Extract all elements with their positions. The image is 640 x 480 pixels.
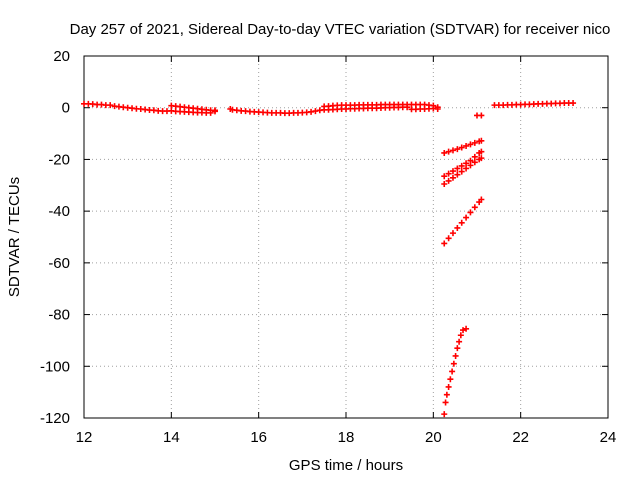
data-point [478,137,485,144]
data-point [460,327,467,334]
data-point [463,160,470,167]
data-point [454,171,461,178]
grid-lines [84,56,608,418]
y-tick-label: -120 [40,410,70,427]
data-point [441,173,448,180]
data-point [454,345,461,352]
x-tick-labels: 12 14 16 18 20 22 24 [76,429,617,446]
data-point [456,338,463,345]
data-point [478,112,485,119]
data-point [445,177,452,184]
data-point [447,376,454,383]
chart-title: Day 257 of 2021, Sidereal Day-to-day VTE… [70,21,611,38]
y-tick-label: 0 [62,100,70,117]
y-tick-label: 20 [53,48,70,65]
data-series [441,148,485,180]
data-point [463,165,470,172]
data-point [458,162,465,169]
data-point [449,168,456,175]
data-point [463,325,470,332]
data-point [458,219,465,226]
y-tick-label: -20 [48,151,70,168]
data-point [458,144,465,151]
data-point [454,146,461,153]
data-point [478,155,485,162]
y-tick-labels: 20 0 -20 -40 -60 -80 -100 -120 [40,48,70,427]
data-series [441,137,485,156]
data-point [442,399,449,406]
y-tick-label: -80 [48,307,70,324]
data-point [445,170,452,177]
data-point [471,159,478,166]
data-point [450,360,457,367]
data-point [471,204,478,211]
data-point [441,149,448,156]
y-tick-label: -100 [40,358,70,375]
data-point [467,162,474,169]
plot-frame [83,55,609,419]
data-point [443,391,450,398]
x-tick-label: 14 [163,429,180,446]
data-series [441,196,485,247]
data-point [478,148,485,155]
data-point [212,107,218,114]
data-point [452,352,459,359]
data-point [467,141,474,148]
data-point [449,368,456,375]
x-tick-label: 18 [338,429,355,446]
data-point [471,153,478,160]
data-point [458,168,465,175]
data-point [449,230,456,237]
data-point [457,332,464,339]
data-point [445,383,452,390]
data-point [441,411,448,418]
data-series [81,100,577,119]
data-points [81,100,577,418]
data-series [441,325,470,418]
data-point [570,100,577,107]
data-point [467,209,474,216]
data-point [449,174,456,181]
y-tick-label: -60 [48,255,70,272]
data-point [107,102,114,109]
data-point [441,180,448,187]
data-point [434,104,441,111]
x-tick-label: 22 [512,429,529,446]
data-point [463,142,470,149]
y-tick-label: -40 [48,203,70,220]
data-point [454,165,461,172]
data-point [445,148,452,155]
data-series [441,155,485,187]
data-point [463,214,470,221]
y-axis-title: SDTVAR / TECUs [6,177,23,297]
data-point [454,224,461,231]
x-tick-label: 20 [425,429,442,446]
data-point [430,102,437,109]
x-tick-label: 24 [600,429,617,446]
data-point [441,240,448,247]
data-point [445,235,452,242]
x-axis-title: GPS time / hours [289,457,403,474]
data-point [471,139,478,146]
data-point [449,147,456,154]
x-tick-label: 12 [76,429,93,446]
data-point [478,196,485,203]
x-tick-label: 16 [250,429,267,446]
